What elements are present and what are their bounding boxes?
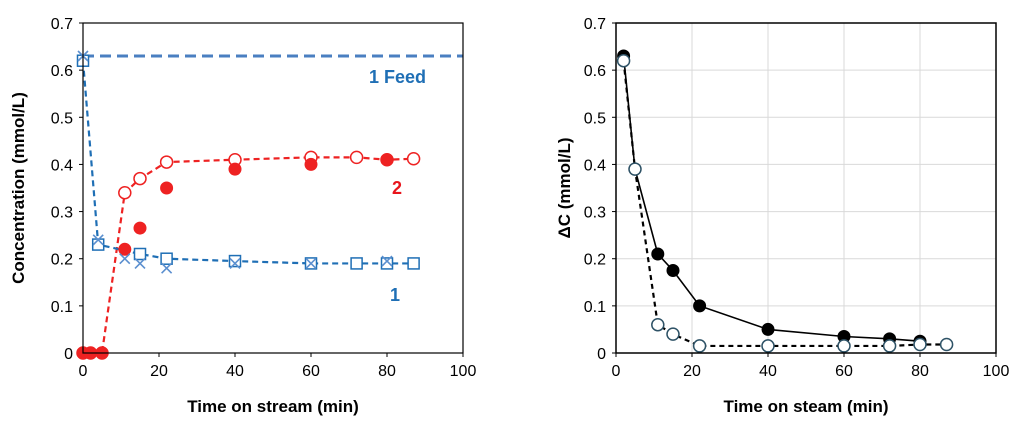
right-y-tick-label: 0: [597, 346, 606, 363]
right-x-tick-label: 60: [835, 363, 853, 380]
left-series-3-point: [381, 255, 393, 267]
left-series-0-line: [83, 156, 414, 355]
left-x-tick-label: 20: [150, 363, 168, 380]
right-series-0-point: [666, 264, 680, 277]
right-series-1-point: [939, 337, 954, 352]
right-series-0-point: [761, 322, 775, 336]
right-x-tick-label: 100: [983, 363, 1010, 380]
right-x-tick-label: 80: [911, 363, 929, 380]
right-series-1-point: [761, 339, 775, 353]
left-series-3-point: [92, 234, 104, 246]
left-series-2-point: [228, 254, 242, 268]
right-series-1-point: [692, 339, 707, 353]
annotation-1: 1: [390, 285, 400, 305]
left-y-tick-label: 0.6: [51, 63, 73, 80]
left-series-3-point: [305, 257, 317, 269]
left-series: [76, 50, 463, 360]
left-series-0-point: [349, 150, 364, 165]
left-y-tick-label: 0.7: [51, 16, 73, 33]
right-series-1-point: [616, 53, 631, 68]
left-x-tick-label: 0: [79, 363, 88, 380]
right-series-1-point: [651, 317, 665, 332]
left-series-2-point: [380, 257, 394, 270]
left-series-1-point: [133, 221, 147, 235]
left-series-2-point: [160, 252, 173, 265]
left-y-tick-label: 0.1: [51, 299, 73, 316]
right-x-tick-label: 0: [612, 363, 621, 380]
right-y-tick-label: 0.5: [584, 110, 606, 127]
left-series-0-point: [159, 155, 174, 169]
right-series-1-point: [913, 337, 927, 352]
left-series-3-point: [134, 257, 146, 269]
left-series-2-point: [407, 257, 420, 270]
right-x-tick-label: 20: [683, 363, 701, 380]
right-y-tick-label: 0.6: [584, 63, 606, 80]
left-x-axis-label: Time on stream (min): [187, 397, 359, 416]
right-x-axis-label: Time on steam (min): [724, 397, 889, 416]
left-series-1-point: [228, 162, 242, 176]
right-tick-labels: 0 20 40 60 80 100 0 0.1 0.2 0.3 0.4 0.5 0.6 0.7: [584, 16, 1010, 380]
left-x-tick-label: 80: [378, 363, 396, 380]
right-series-0-point: [651, 247, 665, 261]
left-series-3-point: [161, 262, 173, 274]
right-series-0-line: [622, 55, 921, 343]
right-y-tick-label: 0.3: [584, 205, 606, 222]
right-chart: 0 20 40 60 80 100 0 0.1 0.2 0.3 0.4 0.5 0.6 0.7 Time …: [555, 16, 1009, 416]
right-y-tick-label: 0.1: [584, 299, 606, 316]
left-series-2-point: [350, 257, 363, 270]
left-chart: 0 20 40 60 80 100 0 0.1 0.2 0.3 0.4 0.5 0.6 0.7 1 Fee…: [9, 16, 476, 416]
right-x-tick-label: 40: [759, 363, 777, 380]
right-y-axis-label: ΔC (mmol/L): [555, 138, 574, 239]
left-series-0-point: [133, 171, 147, 186]
left-series-1-point: [380, 153, 394, 167]
right-series-1-line: [622, 60, 947, 348]
right-y-tick-label: 0.2: [584, 252, 606, 269]
right-series-1-point: [837, 339, 851, 353]
left-y-tick-label: 0.3: [51, 205, 73, 222]
left-series-1-point: [304, 157, 318, 171]
left-series-3-point: [229, 257, 241, 269]
annotation-1-feed: 1 Feed: [369, 67, 426, 87]
left-x-tick-label: 40: [226, 363, 244, 380]
right-series-1-point: [666, 327, 680, 341]
left-series-2-line: [81, 60, 414, 265]
right-series-0-point: [693, 299, 707, 313]
left-y-tick-label: 0: [64, 346, 73, 363]
right-series-1-point: [628, 162, 642, 176]
right-gridlines: [615, 22, 997, 354]
left-series-2-point: [133, 247, 147, 261]
left-plot-frame: [82, 22, 464, 354]
left-x-tick-label: 100: [450, 363, 477, 380]
right-series: [616, 49, 954, 353]
right-y-tick-label: 0.7: [584, 16, 606, 33]
annotation-2: 2: [392, 178, 402, 198]
left-series-1-point: [118, 242, 132, 256]
right-y-tick-label: 0.4: [584, 157, 606, 174]
left-y-tick-label: 0.2: [51, 252, 73, 269]
left-x-tick-label: 60: [302, 363, 320, 380]
left-y-axis-label: Concentration (mmol/L): [9, 92, 28, 284]
left-series-1-point: [160, 181, 174, 195]
left-y-tick-label: 0.4: [51, 157, 73, 174]
left-series-0-point: [406, 152, 421, 166]
right-plot-frame: [615, 22, 997, 354]
left-series-0-point: [118, 185, 132, 200]
left-series-3-point: [119, 253, 131, 265]
left-y-tick-label: 0.5: [51, 110, 73, 127]
right-series-1-point: [882, 339, 897, 353]
left-tick-labels: 0 20 40 60 80 100 0 0.1 0.2 0.3 0.4 0.5 0.6 0.7: [51, 16, 477, 380]
